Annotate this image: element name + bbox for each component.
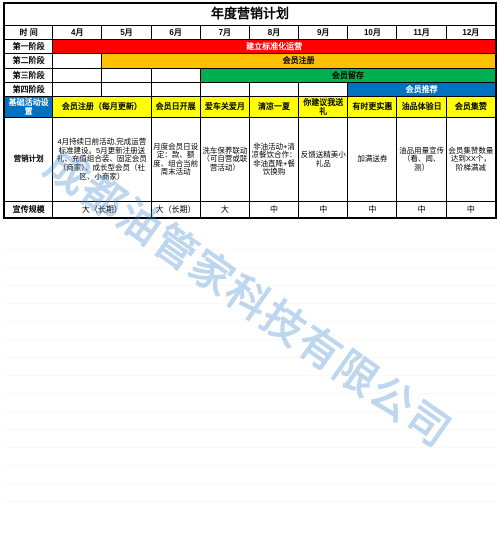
table-title: 年度营销计划 [5, 4, 496, 26]
phase-label: 第三阶段 [5, 68, 53, 82]
base-activity-cell: 会员注册（每月更新） [53, 96, 151, 117]
publicity-scale-row: 宣传规模大（长期）大（长期）大中中中中中 [5, 202, 496, 218]
phase-row: 第三阶段 会员留存 [5, 68, 496, 82]
phase-label: 第二阶段 [5, 54, 53, 68]
month-cell: 11月 [397, 25, 446, 39]
base-activity-cell: 爱车关爱月 [200, 96, 249, 117]
phase-label: 第四阶段 [5, 82, 53, 96]
plan-cell: 非油活动+清凉餐饮合作：非油直降+餐饮换购 [249, 118, 298, 202]
base-activity-cell: 会员日开展 [151, 96, 200, 117]
base-activity-cell: 会员集赞 [446, 96, 495, 117]
scale-row-label: 宣传规模 [5, 202, 53, 218]
plan-cell: 月度会员日设定：款、额度、组合当前周末活动 [151, 118, 200, 202]
scale-cell: 中 [348, 202, 397, 218]
plan-cell: 会员集赞数量达到XX个，阶梯满减 [446, 118, 495, 202]
scale-cell: 大（长期） [151, 202, 200, 218]
phase-label: 第一阶段 [5, 40, 53, 54]
month-cell: 10月 [348, 25, 397, 39]
empty-cell [299, 82, 348, 96]
month-header-row: 时 间 4月 5月 6月 7月 8月 9月 10月 11月 12月 [5, 25, 496, 39]
phase-row: 第四阶段 会员推荐 [5, 82, 496, 96]
plan-cell: 油品用量宣传（看、闻、测） [397, 118, 446, 202]
planning-table-container: 年度营销计划 时 间 4月 5月 6月 7月 8月 9月 10月 11月 12月… [3, 2, 497, 219]
empty-cell [249, 82, 298, 96]
month-cell: 4月 [53, 25, 102, 39]
month-cell: 7月 [200, 25, 249, 39]
base-activity-row: 基础活动设置会员注册（每月更新）会员日开展爱车关爱月清凉一夏你建议我送礼有时更实… [5, 96, 496, 117]
month-cell: 8月 [249, 25, 298, 39]
empty-cell [102, 68, 151, 82]
empty-cell [53, 68, 102, 82]
month-cell: 5月 [102, 25, 151, 39]
scale-cell: 中 [397, 202, 446, 218]
title-row: 年度营销计划 [5, 4, 496, 26]
scale-cell: 中 [446, 202, 495, 218]
month-cell: 9月 [299, 25, 348, 39]
plan-cell: 反馈送精美小礼品 [299, 118, 348, 202]
empty-cell [151, 82, 200, 96]
planning-table: 年度营销计划 时 间 4月 5月 6月 7月 8月 9月 10月 11月 12月… [4, 3, 496, 218]
plan-cell: 加满送券 [348, 118, 397, 202]
phase-bar: 会员留存 [200, 68, 495, 82]
empty-cell [151, 68, 200, 82]
empty-cell [200, 82, 249, 96]
plan-cell: 4月持续日前活动,完成运营标准建设。5月更新注册送礼、充值组合装、固定会员（商家… [53, 118, 151, 202]
scale-cell: 大（长期） [53, 202, 151, 218]
phase-bar: 会员注册 [102, 54, 496, 68]
time-label: 时 间 [5, 25, 53, 39]
month-cell: 12月 [446, 25, 495, 39]
plan-row-label: 营销计划 [5, 118, 53, 202]
base-activity-cell: 清凉一夏 [249, 96, 298, 117]
phase-bar: 建立标准化运营 [53, 40, 496, 54]
empty-cell [102, 82, 151, 96]
month-cell: 6月 [151, 25, 200, 39]
base-activity-cell: 油品体验日 [397, 96, 446, 117]
base-activity-cell: 有时更实惠 [348, 96, 397, 117]
scale-cell: 大 [200, 202, 249, 218]
base-activity-cell: 你建议我送礼 [299, 96, 348, 117]
base-row-label: 基础活动设置 [5, 96, 53, 117]
phase-bar: 会员推荐 [348, 82, 496, 96]
phase-row: 第二阶段 会员注册 [5, 54, 496, 68]
empty-cell [53, 54, 102, 68]
scale-cell: 中 [299, 202, 348, 218]
faint-grid-background [4, 232, 496, 533]
phase-row: 第一阶段建立标准化运营 [5, 40, 496, 54]
empty-cell [53, 82, 102, 96]
marketing-plan-row: 营销计划4月持续日前活动,完成运营标准建设。5月更新注册送礼、充值组合装、固定会… [5, 118, 496, 202]
scale-cell: 中 [249, 202, 298, 218]
plan-cell: 洗车保养联动（可自营或联营活动） [200, 118, 249, 202]
